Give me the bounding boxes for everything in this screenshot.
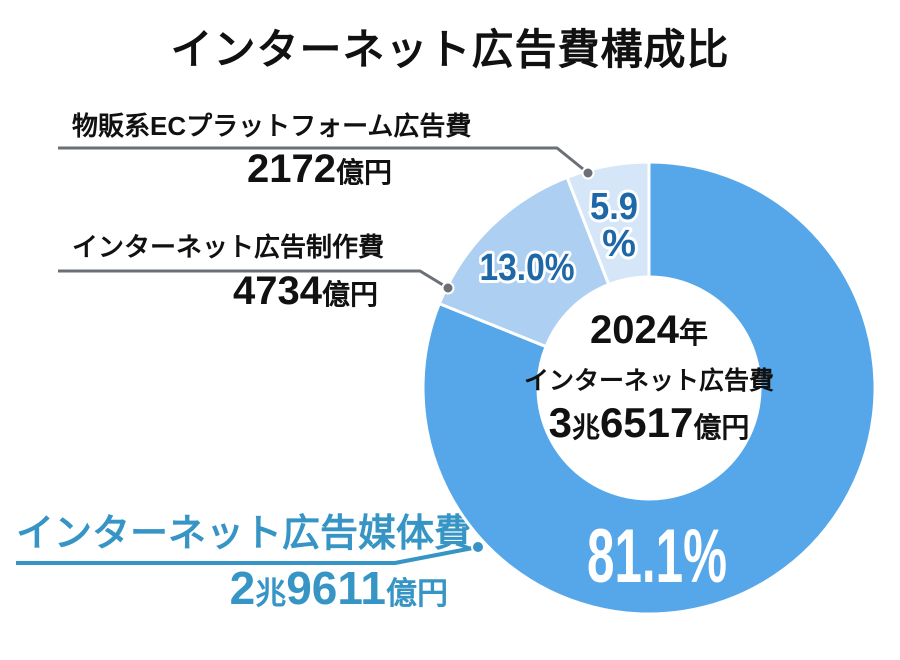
callout-ec-unit: 億円 (335, 157, 392, 188)
center-year-unit: 年 (678, 318, 708, 350)
leader-line-production (58, 269, 449, 290)
callout-ec-label: 物販系ECプラットフォーム広告費 (72, 111, 472, 141)
callout-production-label: インターネット広告制作費 (72, 232, 385, 262)
callout-production-number: 4734 (233, 269, 322, 313)
callout-media-oku-number: 9611 (286, 562, 386, 614)
callout-media-value: 2兆9611億円 (126, 564, 448, 624)
center-title: インターネット広告費 (523, 367, 774, 395)
callout-media-cho-unit: 兆 (255, 576, 287, 611)
center-cho-number: 3 (548, 399, 572, 446)
donut-center-label: 2024年 インターネット広告費 3兆6517億円 (479, 308, 819, 455)
center-year-number: 2024 (590, 308, 679, 352)
callout-ec-value: 2172億円 (70, 147, 392, 197)
callout-media-label: インターネット広告媒体費 (16, 513, 473, 555)
callout-ec-number: 2172 (247, 147, 336, 191)
chart-title: インターネット広告費構成比 (170, 26, 730, 73)
center-cho-unit: 兆 (571, 412, 600, 443)
percent-label-ec-number: 5.9 (590, 186, 638, 228)
callout-media-cho-number: 2 (229, 562, 256, 614)
center-total: 3兆6517億円 (479, 401, 819, 455)
leader-dot-media (471, 540, 485, 554)
callout-media-oku-unit: 億円 (386, 576, 448, 611)
leader-dot-ec (581, 166, 595, 180)
percent-label-production: 13.0% (480, 247, 575, 289)
callout-production-value: 4734億円 (56, 269, 378, 319)
center-oku-number: 6517 (599, 399, 694, 446)
percent-label-ec-sign: % (602, 223, 636, 265)
center-oku-unit: 億円 (693, 412, 750, 443)
percent-label-media: 81.1% (587, 514, 727, 599)
slice-media (421, 160, 877, 616)
leader-dot-production (441, 281, 455, 295)
leader-line-media (16, 545, 479, 565)
callout-production-unit: 億円 (321, 279, 378, 310)
center-year: 2024年 (479, 308, 819, 361)
leader-line-ec (58, 146, 589, 175)
